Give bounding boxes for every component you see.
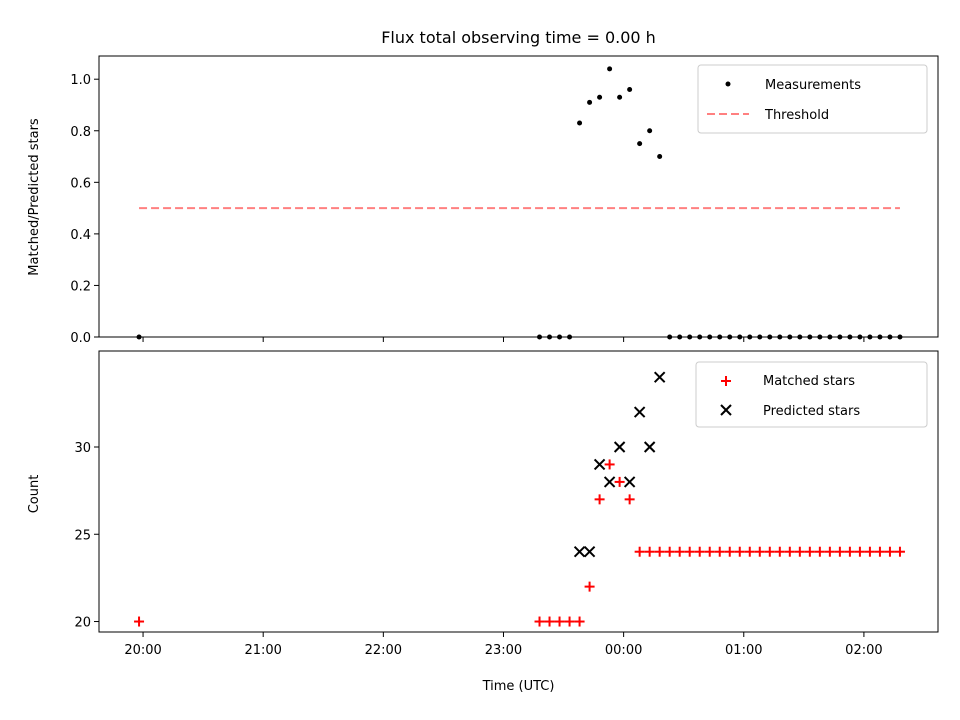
predicted-star-point <box>613 441 626 453</box>
bottom-legend: Matched stars Predicted stars <box>695 361 928 428</box>
legend-threshold-label: Threshold <box>764 108 829 123</box>
matched-star-point <box>574 616 585 627</box>
measurement-point <box>617 94 623 100</box>
matched-star-point <box>554 616 565 627</box>
legend-predicted-marker <box>720 404 732 416</box>
top-legend: Measurements Threshold <box>697 64 928 134</box>
top-y-tick-label: 0.6 <box>70 176 91 191</box>
matched-star-point <box>884 546 895 557</box>
matched-star-point <box>704 546 715 557</box>
legend-measurements-marker <box>725 81 731 87</box>
predicted-star-point <box>603 476 616 488</box>
measurement-point <box>657 154 663 160</box>
bottom-legend-frame <box>695 361 928 428</box>
legend-predicted-label: Predicted stars <box>763 404 860 419</box>
matched-star-point <box>874 546 885 557</box>
legend-measurements-label: Measurements <box>765 78 861 93</box>
x-tick-label: 00:00 <box>605 643 642 658</box>
chart-title: Flux total observing time = 0.00 h <box>381 28 656 47</box>
top-y-tick-label: 0.8 <box>70 125 91 140</box>
matched-star-point <box>654 546 665 557</box>
measurement-point <box>587 99 593 105</box>
matched-star-point <box>614 476 625 487</box>
top-plot-area: 0.0 0.2 0.4 0.6 0.8 1.0 <box>70 55 939 346</box>
x-tick-label: 02:00 <box>845 643 882 658</box>
x-tick-label: 23:00 <box>485 643 522 658</box>
legend-matched-marker <box>721 376 731 386</box>
matched-star-point <box>544 616 555 627</box>
matched-star-point <box>684 546 695 557</box>
matched-star-point <box>624 494 635 505</box>
measurement-point <box>647 128 653 134</box>
matched-star-point <box>774 546 785 557</box>
matched-star-point <box>744 546 755 557</box>
predicted-star-point <box>653 371 666 383</box>
matched-star-point <box>664 546 675 557</box>
matched-star-point <box>814 546 825 557</box>
measurement-point <box>597 94 603 100</box>
top-legend-frame <box>697 64 928 134</box>
measurement-point <box>577 120 583 126</box>
bottom-plot-area: 20 25 30 20:00 21:00 22:00 23:00 00:00 01:00 02:0… <box>74 350 939 658</box>
measurement-point <box>627 87 633 93</box>
matched-star-point <box>604 459 615 470</box>
predicted-star-point <box>643 441 656 453</box>
matched-star-point <box>804 546 815 557</box>
bottom-axes-frame <box>98 350 939 633</box>
matched-star-point <box>724 546 735 557</box>
measurement-point <box>637 141 643 147</box>
bottom-y-axis-label: Count <box>27 475 42 514</box>
matched-star-point <box>694 546 705 557</box>
matched-star-point <box>714 546 725 557</box>
predicted-star-point <box>593 458 606 471</box>
top-y-tick-label: 0.4 <box>70 228 91 243</box>
matched-star-point <box>754 546 765 557</box>
x-tick-label: 01:00 <box>725 643 762 658</box>
x-tick-label: 20:00 <box>124 643 161 658</box>
matched-star-point <box>674 546 685 557</box>
matched-star-point <box>794 546 805 557</box>
top-axes-frame <box>98 55 939 338</box>
matched-star-point <box>784 546 795 557</box>
matched-star-point <box>834 546 845 557</box>
bottom-y-tick-label: 20 <box>74 616 91 631</box>
measurement-point <box>607 66 613 72</box>
bottom-y-tick-label: 25 <box>74 528 91 543</box>
matched-star-point <box>644 546 655 557</box>
x-tick-label: 22:00 <box>365 643 402 658</box>
top-y-axis-label: Matched/Predicted stars <box>27 118 42 276</box>
matched-star-point <box>844 546 855 557</box>
x-tick-label: 21:00 <box>244 643 281 658</box>
matched-star-point <box>824 546 835 557</box>
matched-star-point <box>134 616 145 627</box>
matched-star-point <box>584 581 595 592</box>
matched-star-point <box>594 494 605 505</box>
matched-star-point <box>764 546 775 557</box>
top-y-tick-label: 0.2 <box>70 279 91 294</box>
x-axis-label: Time (UTC) <box>482 679 555 694</box>
legend-matched-label: Matched stars <box>763 374 855 389</box>
matched-star-point <box>564 616 575 627</box>
matched-star-point <box>534 616 545 627</box>
matched-star-point <box>734 546 745 557</box>
matched-star-point <box>864 546 875 557</box>
predicted-star-point <box>583 546 596 558</box>
predicted-star-point <box>633 406 646 418</box>
matched-star-point <box>894 546 905 557</box>
matched-star-point <box>634 546 645 557</box>
bottom-y-tick-label: 30 <box>74 441 91 456</box>
predicted-star-point <box>573 546 586 558</box>
top-y-tick-label: 1.0 <box>70 73 91 88</box>
top-y-tick-label: 0.0 <box>70 331 91 346</box>
matched-star-point <box>854 546 865 557</box>
predicted-star-point <box>623 476 636 488</box>
